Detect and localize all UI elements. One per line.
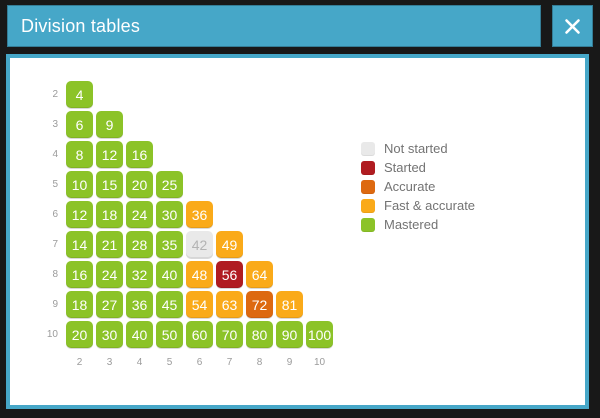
row-label-5: 5 — [52, 179, 58, 190]
grid-cell-7x4: 28 — [126, 231, 153, 258]
grid-cell-10x8: 80 — [246, 321, 273, 348]
row-label-6: 6 — [52, 209, 58, 220]
grid-cell-9x4: 36 — [126, 291, 153, 318]
column-label-6: 6 — [196, 357, 203, 368]
legend-label-fast_accurate: Fast & accurate — [384, 197, 476, 213]
row-label-4: 4 — [52, 149, 58, 160]
legend-swatch-mastered — [361, 217, 375, 232]
grid-cell-5x2: 10 — [66, 171, 93, 198]
grid-cell-10x3: 30 — [96, 321, 123, 348]
row-label-3: 3 — [52, 119, 58, 130]
legend-item-mastered: Mastered — [361, 215, 475, 234]
grid-cell-7x6: 42 — [186, 231, 213, 258]
legend-item-accurate: Accurate — [361, 177, 475, 196]
grid-cell-10x10: 100 — [306, 321, 333, 348]
grid-cell-6x4: 24 — [126, 201, 153, 228]
panel-inner: 2 4 3 6 9 4 8 12 16 5 10 15 20 25 6 12 18 24 30 36 7 14 21 28 35… — [10, 58, 585, 405]
close-icon — [565, 18, 580, 34]
grid-cell-10x7: 70 — [216, 321, 243, 348]
close-button[interactable] — [552, 5, 593, 47]
legend-swatch-fast_accurate — [361, 198, 375, 213]
row-label-8: 8 — [52, 269, 58, 280]
legend: Not started Started Accurate Fast & accurat… — [361, 139, 475, 234]
column-label-3: 3 — [106, 357, 113, 368]
grid-cell-7x5: 35 — [156, 231, 183, 258]
legend-item-fast_accurate: Fast & accurate — [361, 196, 475, 215]
grid-cell-10x6: 60 — [186, 321, 213, 348]
grid-cell-10x5: 50 — [156, 321, 183, 348]
column-label-4: 4 — [136, 357, 143, 368]
grid-cell-8x6: 48 — [186, 261, 213, 288]
grid-cell-8x4: 32 — [126, 261, 153, 288]
legend-label-mastered: Mastered — [384, 216, 439, 232]
grid-cell-9x7: 63 — [216, 291, 243, 318]
dialog-title: Division tables — [21, 15, 141, 36]
grid-cell-5x3: 15 — [96, 171, 123, 198]
grid-cell-9x6: 54 — [186, 291, 213, 318]
legend-label-started: Started — [384, 159, 426, 175]
grid-cell-8x5: 40 — [156, 261, 183, 288]
grid-cell-6x5: 30 — [156, 201, 183, 228]
titlebar: Division tables — [7, 5, 541, 47]
grid-cell-8x8: 64 — [246, 261, 273, 288]
grid-cell-9x8: 72 — [246, 291, 273, 318]
column-label-8: 8 — [256, 357, 263, 368]
legend-swatch-accurate — [361, 179, 375, 194]
grid-cell-9x5: 45 — [156, 291, 183, 318]
grid-cell-10x9: 90 — [276, 321, 303, 348]
grid-cell-3x3: 9 — [96, 111, 123, 138]
grid-cell-7x7: 49 — [216, 231, 243, 258]
column-label-9: 9 — [286, 357, 293, 368]
grid-cell-6x6: 36 — [186, 201, 213, 228]
grid-cell-3x2: 6 — [66, 111, 93, 138]
grid-cell-8x7: 56 — [216, 261, 243, 288]
grid-cell-9x2: 18 — [66, 291, 93, 318]
grid-cell-6x3: 18 — [96, 201, 123, 228]
grid-cell-7x2: 14 — [66, 231, 93, 258]
grid-cell-6x2: 12 — [66, 201, 93, 228]
column-label-5: 5 — [166, 357, 173, 368]
column-label-10: 10 — [313, 357, 326, 368]
grid-cell-4x2: 8 — [66, 141, 93, 168]
grid-cell-7x3: 21 — [96, 231, 123, 258]
content-panel: 2 4 3 6 9 4 8 12 16 5 10 15 20 25 6 12 18 24 30 36 7 14 21 28 35… — [6, 54, 589, 409]
grid-cell-2x2: 4 — [66, 81, 93, 108]
legend-item-started: Started — [361, 158, 475, 177]
grid-cell-4x4: 16 — [126, 141, 153, 168]
row-label-2: 2 — [52, 89, 58, 100]
grid-cell-5x5: 25 — [156, 171, 183, 198]
column-label-2: 2 — [76, 357, 83, 368]
legend-label-not_started: Not started — [384, 140, 448, 156]
grid-cell-10x2: 20 — [66, 321, 93, 348]
legend-item-not_started: Not started — [361, 139, 475, 158]
row-label-10: 10 — [46, 329, 58, 340]
grid-cell-9x3: 27 — [96, 291, 123, 318]
column-label-7: 7 — [226, 357, 233, 368]
grid-cell-9x9: 81 — [276, 291, 303, 318]
grid-cell-10x4: 40 — [126, 321, 153, 348]
row-label-7: 7 — [52, 239, 58, 250]
legend-swatch-not_started — [361, 141, 375, 156]
grid-cell-5x4: 20 — [126, 171, 153, 198]
legend-swatch-started — [361, 160, 375, 175]
grid-cell-4x3: 12 — [96, 141, 123, 168]
grid-cell-8x2: 16 — [66, 261, 93, 288]
row-label-9: 9 — [52, 299, 58, 310]
legend-label-accurate: Accurate — [384, 178, 436, 194]
grid-cell-8x3: 24 — [96, 261, 123, 288]
